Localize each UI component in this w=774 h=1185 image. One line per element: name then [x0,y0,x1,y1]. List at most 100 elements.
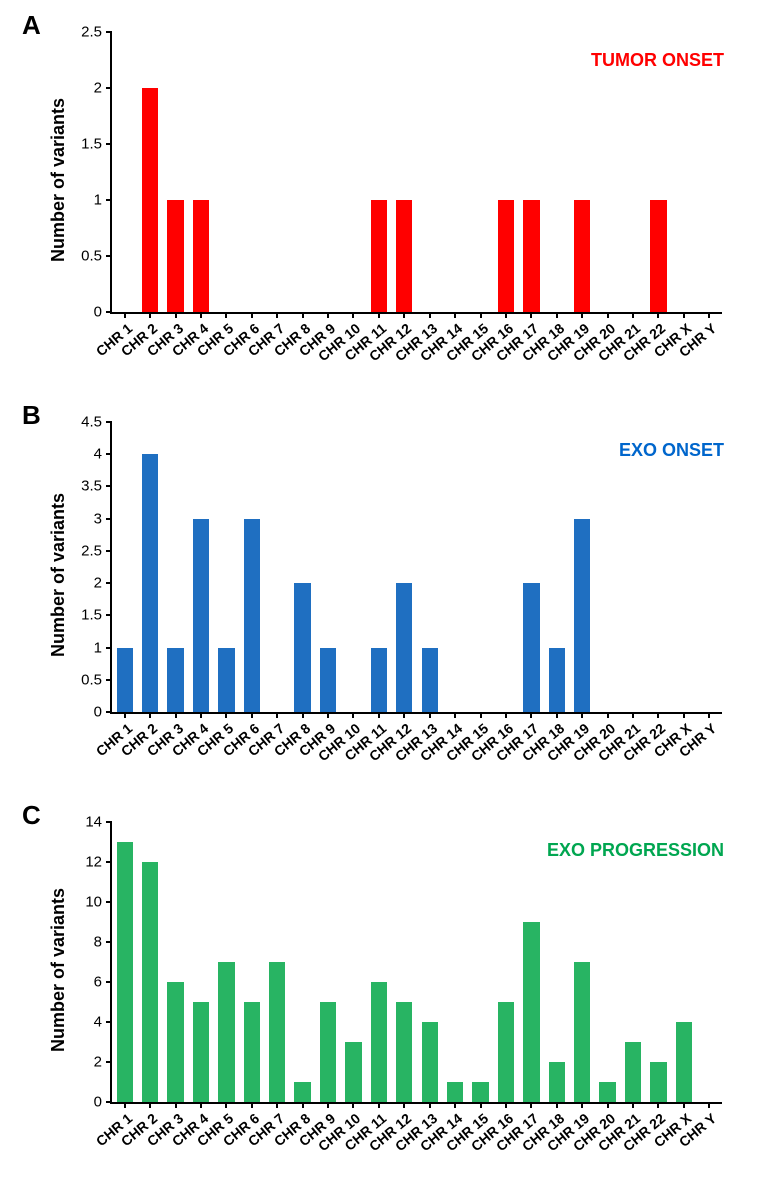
bar [167,200,183,312]
xtick-mark [556,312,558,318]
bar [142,88,158,312]
xtick-mark [403,312,405,318]
ytick-label: 2.5 [81,542,112,559]
xtick-mark [378,712,380,718]
plot-A: 00.511.522.5CHR 1CHR 2CHR 3CHR 4CHR 5CHR… [110,32,722,314]
xtick-mark [480,312,482,318]
bar [574,200,590,312]
xtick-mark [607,312,609,318]
ytick-label: 12 [85,854,112,871]
xtick-mark [327,312,329,318]
xtick-mark [225,712,227,718]
bar [599,1082,615,1102]
xtick-mark [352,1102,354,1108]
ytick-label: 0.5 [81,671,112,688]
bar [294,1082,310,1102]
xtick-mark [327,1102,329,1108]
xtick-mark [683,312,685,318]
xtick-mark [175,712,177,718]
bar [193,519,209,712]
panel-B: BEXO ONSETNumber of variants00.511.522.5… [0,400,774,790]
panel-label-B: B [22,400,41,431]
bar [218,648,234,712]
bar [142,454,158,712]
bar [523,200,539,312]
xtick-mark [505,712,507,718]
xtick-mark [149,712,151,718]
ytick-label: 2.5 [81,24,112,41]
xtick-mark [505,312,507,318]
bar [269,962,285,1102]
xtick-mark [124,312,126,318]
xtick-mark [225,312,227,318]
ytick-label: 4 [94,446,112,463]
bar [650,200,666,312]
xtick-mark [200,1102,202,1108]
xtick-mark [251,1102,253,1108]
panel-label-C: C [22,800,41,831]
xtick-mark [454,312,456,318]
bar [244,519,260,712]
xtick-mark [480,712,482,718]
bar [371,200,387,312]
ytick-label: 2 [94,80,112,97]
xtick-mark [149,312,151,318]
bar [650,1062,666,1102]
panel-C: CEXO PROGRESSIONNumber of variants024681… [0,800,774,1180]
xtick-mark [302,712,304,718]
bar [117,842,133,1102]
xtick-mark [302,312,304,318]
bar [676,1022,692,1102]
xtick-mark [556,712,558,718]
xtick-mark [175,312,177,318]
panel-label-A: A [22,10,41,41]
bar [142,862,158,1102]
ytick-label: 0.5 [81,248,112,265]
xtick-mark [200,712,202,718]
ytick-label: 1.5 [81,136,112,153]
bar [447,1082,463,1102]
bar [371,648,387,712]
bar [193,200,209,312]
bar [320,1002,336,1102]
plot-C: 02468101214CHR 1CHR 2CHR 3CHR 4CHR 5CHR … [110,822,722,1104]
xtick-mark [607,1102,609,1108]
bar [117,648,133,712]
xtick-mark [657,712,659,718]
xtick-mark [175,1102,177,1108]
ytick-label: 10 [85,894,112,911]
xtick-mark [251,312,253,318]
xtick-mark [124,712,126,718]
xtick-mark [276,712,278,718]
xtick-mark [378,312,380,318]
bar [498,200,514,312]
ytick-label: 0 [94,704,112,721]
ytick-label: 2 [94,1054,112,1071]
ytick-label: 1.5 [81,607,112,624]
xtick-mark [708,312,710,318]
xtick-mark [581,312,583,318]
xtick-mark [352,712,354,718]
bar [574,962,590,1102]
xtick-mark [607,712,609,718]
xtick-mark [378,1102,380,1108]
ytick-label: 4.5 [81,414,112,431]
xtick-mark [251,712,253,718]
xtick-mark [480,1102,482,1108]
xtick-mark [632,312,634,318]
bar [294,583,310,712]
bar [498,1002,514,1102]
plot-B: 00.511.522.533.544.5CHR 1CHR 2CHR 3CHR 4… [110,422,722,714]
xtick-mark [429,1102,431,1108]
xtick-mark [632,712,634,718]
xtick-mark [403,712,405,718]
xtick-mark [683,712,685,718]
xtick-mark [276,1102,278,1108]
bar [549,1062,565,1102]
xtick-mark [632,1102,634,1108]
ytick-label: 1 [94,639,112,656]
xtick-mark [200,312,202,318]
xtick-mark [657,312,659,318]
bar [396,1002,412,1102]
xtick-mark [708,712,710,718]
